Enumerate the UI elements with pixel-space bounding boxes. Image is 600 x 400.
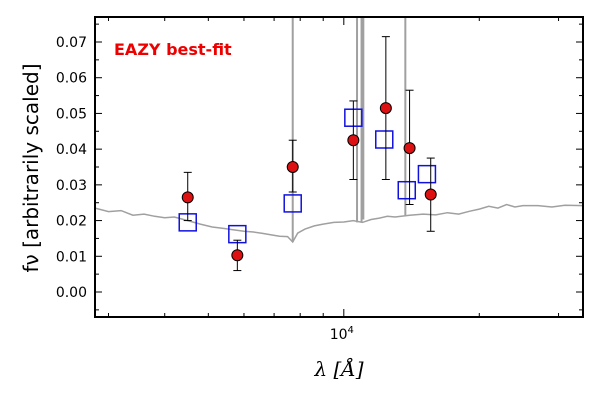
observed-point — [379, 102, 392, 115]
observed-point — [347, 134, 360, 147]
plot-layer — [95, 17, 583, 272]
y-axis-label: fν [arbitrarily scaled] — [19, 64, 43, 273]
y-tick-label: 0.04 — [56, 142, 87, 158]
observed-point — [403, 142, 416, 155]
model-photometry-point — [397, 180, 417, 200]
observed-point — [231, 249, 244, 262]
x-tick-label: 104 — [330, 325, 354, 343]
observed-point — [181, 191, 194, 204]
y-tick-label: 0.00 — [56, 285, 87, 301]
y-tick-label: 0.05 — [56, 106, 87, 122]
axes-layer: 0.00 0.01 0.02 0.03 0.04 0.05 0.06 0.07 104 — [56, 16, 584, 343]
observed-point — [424, 188, 437, 201]
y-tick-label: 0.01 — [56, 249, 87, 265]
model-photometry-point — [375, 130, 394, 149]
x-axis-label: λ [Å] — [313, 356, 363, 381]
y-tick-label: 0.03 — [56, 178, 87, 194]
observed-point — [286, 161, 299, 173]
y-tick-label: 0.07 — [56, 35, 87, 51]
y-tick-label: 0.02 — [56, 214, 87, 230]
y-tick-label: 0.06 — [56, 71, 87, 87]
template-spectrum-line — [95, 203, 583, 244]
legend-annotation: EAZY best-fit — [114, 40, 232, 59]
model-photometry-point — [283, 194, 302, 213]
plot-frame — [94, 16, 584, 318]
model-photometry-point — [417, 164, 437, 184]
